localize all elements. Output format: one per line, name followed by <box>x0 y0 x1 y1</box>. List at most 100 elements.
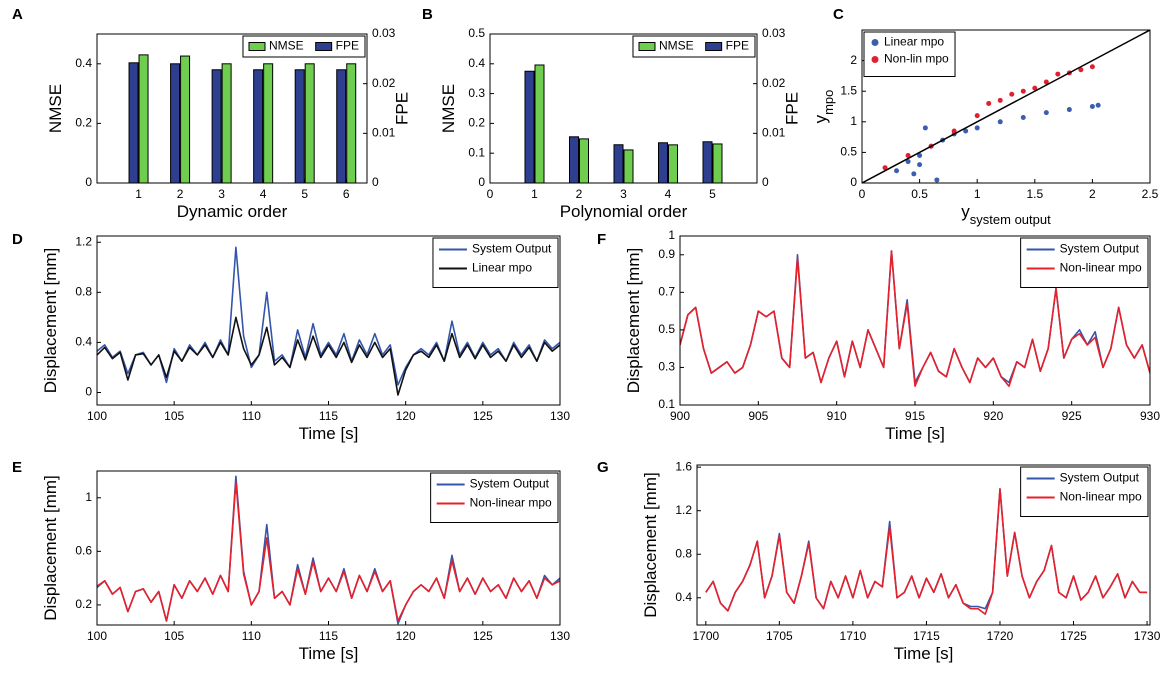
bar <box>524 70 535 183</box>
legend-swatch <box>638 42 656 51</box>
legend-box <box>632 35 756 58</box>
scatter-point <box>1066 107 1072 113</box>
legend-entry: FPE <box>705 39 749 53</box>
x-axis-label-sub: system output <box>970 212 1051 227</box>
legend: System Output Non-linear mpo <box>430 472 559 523</box>
scatter-point <box>963 128 969 134</box>
legend-entry: System Output <box>436 477 550 491</box>
bar <box>613 144 624 183</box>
panel-letter: G <box>597 459 609 476</box>
legend-entry: Non-linear mpo <box>1026 490 1142 504</box>
y-tick-label: 0 <box>85 385 92 399</box>
scatter-point <box>1043 79 1049 85</box>
x-axis-label-main: y <box>961 202 970 221</box>
scatter-point <box>1055 71 1061 77</box>
bar <box>304 63 315 183</box>
x-tick-label: 3 <box>620 187 627 201</box>
bar <box>336 69 347 183</box>
x-tick-label: 6 <box>343 187 350 201</box>
legend-box <box>432 237 559 288</box>
x-tick-label: 130 <box>550 629 570 643</box>
y-axis-label-main: Displacement [mm] <box>41 248 60 393</box>
y-tick-label: 0.2 <box>75 597 92 611</box>
legend-label: NMSE <box>659 39 694 53</box>
legend-entry: NMSE <box>638 39 694 53</box>
scatter-point <box>917 152 923 158</box>
bar <box>170 63 181 183</box>
x-axis-label-main: Time [s] <box>894 644 954 663</box>
y-tick-label: 0.5 <box>658 322 675 336</box>
scatter-point <box>934 177 940 183</box>
y-tick-label: 1.2 <box>675 503 692 517</box>
bar <box>294 69 305 183</box>
x-tick-label: 1 <box>974 187 981 201</box>
y2-tick-label: 0 <box>372 175 379 189</box>
scatter-point <box>905 159 911 165</box>
scatter-point <box>894 168 900 174</box>
plot-area <box>524 64 723 183</box>
legend-label: FPE <box>336 39 359 53</box>
y-tick-label: 1.2 <box>75 234 92 248</box>
x-axis-label-main: Time [s] <box>885 424 945 443</box>
y-tick-label: 0 <box>478 175 485 189</box>
axes-box <box>489 33 758 184</box>
x-tick-label: 1720 <box>987 629 1014 643</box>
x-tick-label: 105 <box>164 629 184 643</box>
x-tick-label: 1730 <box>1134 629 1161 643</box>
axes-box <box>861 29 1151 184</box>
y-axis-label-main: NMSE <box>439 84 458 133</box>
panel-letter: F <box>597 231 606 248</box>
y2-tick-label: 0.02 <box>762 76 786 90</box>
y-tick-label: 0.4 <box>75 56 92 70</box>
y-tick-label: 0.2 <box>75 116 92 130</box>
legend-label: Non-linear mpo <box>1060 490 1142 504</box>
legend-label: System Output <box>472 242 552 256</box>
bar <box>211 69 222 183</box>
bar <box>346 63 357 183</box>
panel-letter: C <box>833 6 844 23</box>
x-axis-label: Time [s] <box>885 424 945 443</box>
x-axis-label: Dynamic order <box>177 202 288 221</box>
panel: F 900 905 910 915 920 925 930 0.1 0.3 0.5 0.7 0.9 1 Ti… <box>597 228 1160 443</box>
plot-area <box>97 475 560 625</box>
legend: NMSE FPE <box>242 35 366 58</box>
scatter-point <box>1020 115 1026 121</box>
legend-label: Non-linear mpo <box>470 496 552 510</box>
x-tick-label: 2 <box>177 187 184 201</box>
x-tick-label: 1 <box>531 187 538 201</box>
bar <box>221 63 232 183</box>
x-tick-label: 4 <box>260 187 267 201</box>
x-tick-label: 1 <box>135 187 142 201</box>
legend-label: Non-linear mpo <box>1060 261 1142 275</box>
x-tick-label: 920 <box>983 409 1003 423</box>
plot-area <box>705 488 1148 615</box>
y-tick-label: 0 <box>850 175 857 189</box>
y-tick-label: 0.7 <box>658 285 675 299</box>
x-tick-label: 5 <box>301 187 308 201</box>
y-tick-label: 0.8 <box>675 546 692 560</box>
line-series <box>97 316 560 396</box>
axes-box <box>696 464 1151 626</box>
scatter-point <box>1095 102 1101 108</box>
x-tick-label: 2.5 <box>1142 187 1159 201</box>
x-tick-label: 1.5 <box>1026 187 1043 201</box>
legend-entry: Non-lin mpo <box>871 52 949 66</box>
scatter-point <box>905 152 911 158</box>
scatter-point <box>986 100 992 106</box>
bar <box>180 55 191 183</box>
plot-area <box>128 54 357 183</box>
x-tick-label: 5 <box>709 187 716 201</box>
y-tick-label: 0.5 <box>840 145 857 159</box>
x-tick-label: 0.5 <box>911 187 928 201</box>
bar <box>138 54 149 183</box>
legend: NMSE FPE <box>632 35 756 58</box>
x-axis-label: Time [s] <box>299 424 359 443</box>
legend: System Output Non-linear mpo <box>1020 466 1149 517</box>
scatter-point <box>974 125 980 131</box>
bar <box>534 64 545 183</box>
scatter-point <box>951 128 957 134</box>
identity-line <box>862 30 1150 183</box>
scatter-point <box>911 171 917 177</box>
y2-axis-label: FPE <box>392 92 411 125</box>
